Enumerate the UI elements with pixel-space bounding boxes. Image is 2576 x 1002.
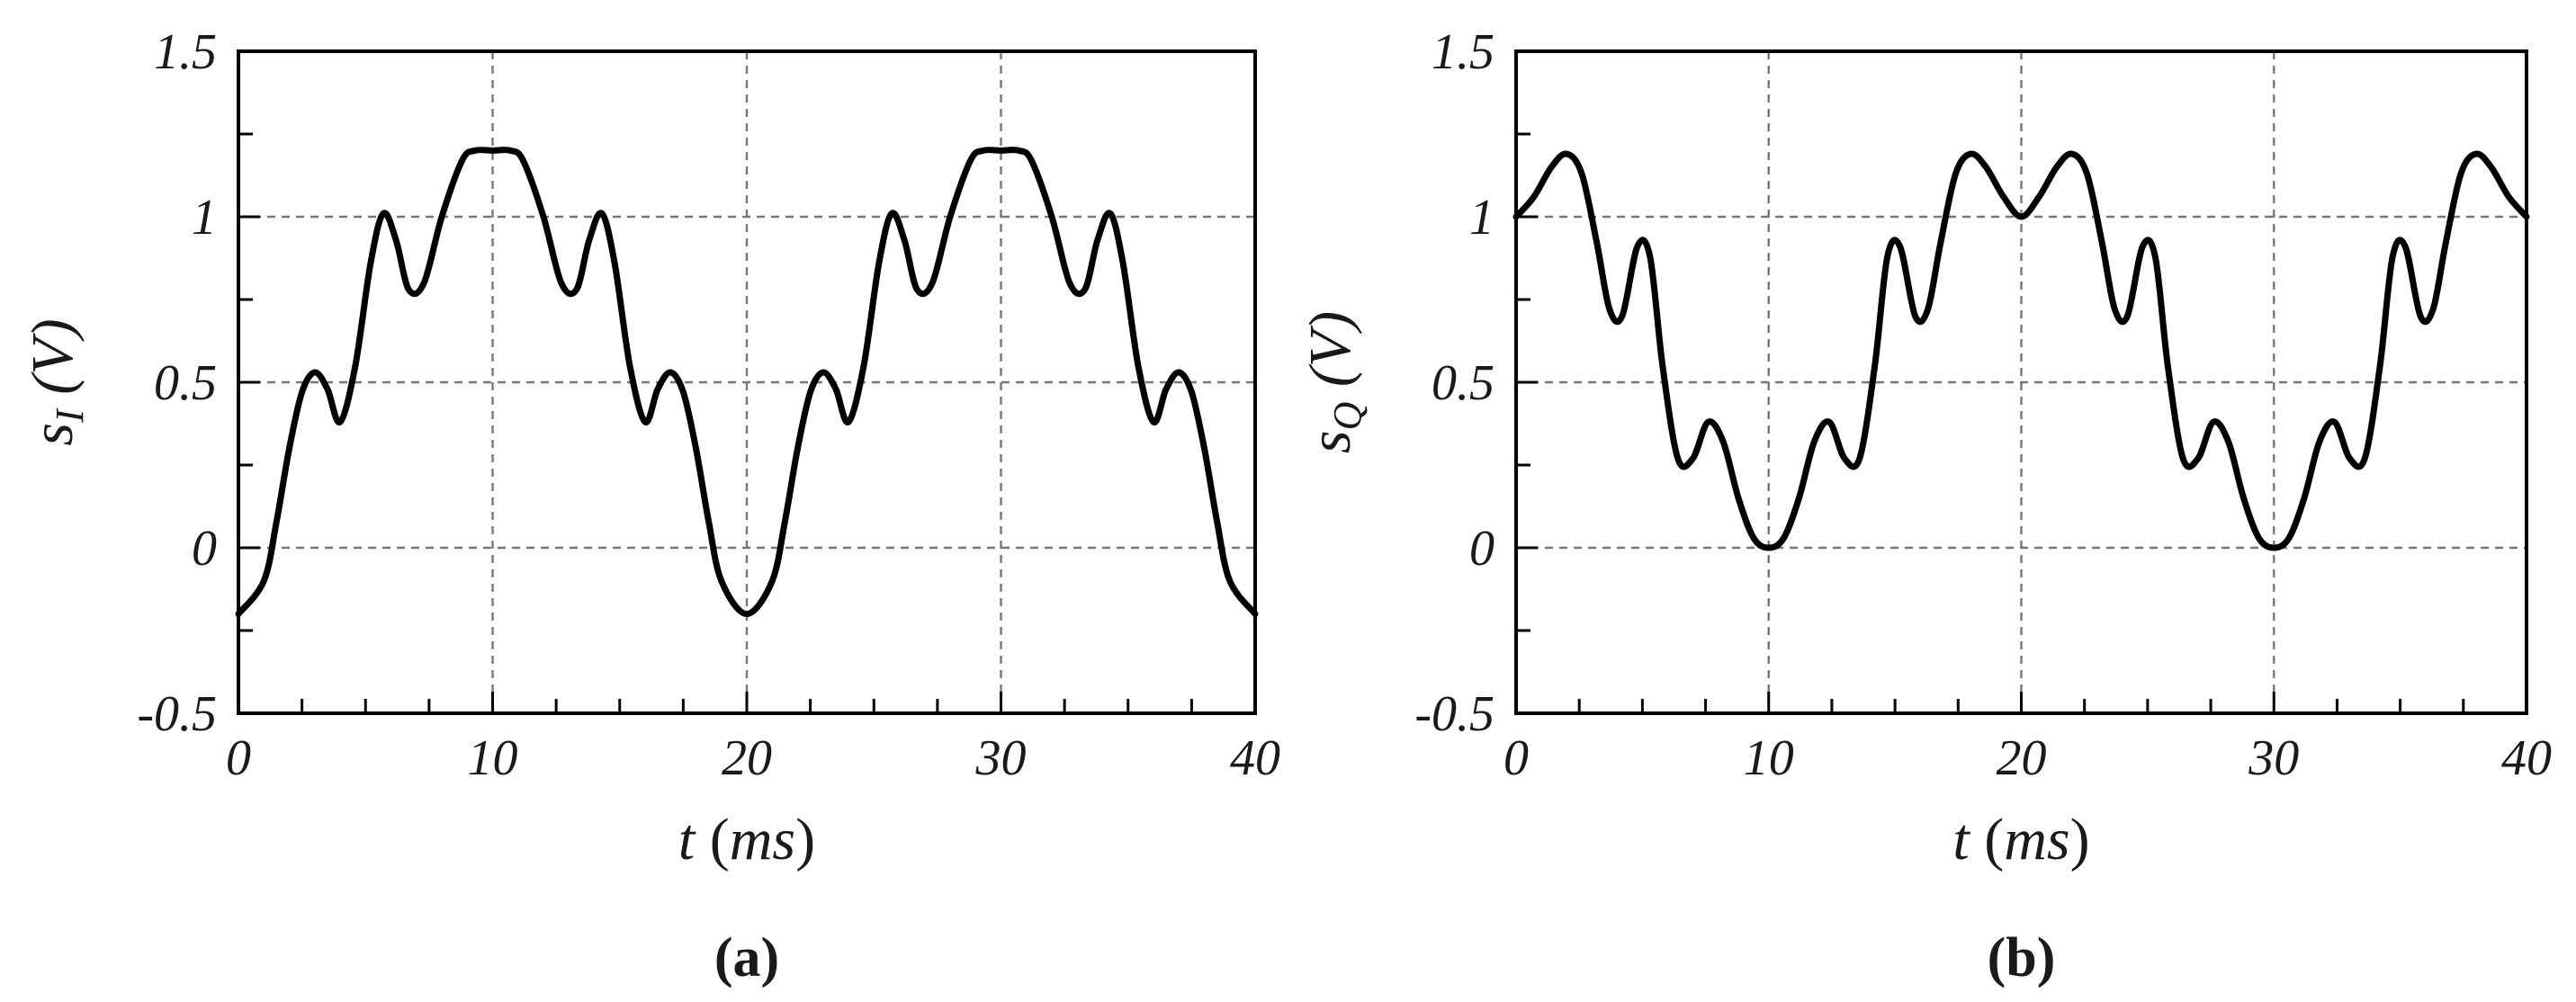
x-tick-label: 10 xyxy=(468,730,518,786)
x-tick-label: 20 xyxy=(722,730,772,786)
y-tick-label: 1 xyxy=(1469,190,1494,246)
chart-panel-b: 0 10 20 30 40-0.500.511.5t (ms)sQ (V)(b) xyxy=(1297,24,2552,989)
y-tick-label: 1 xyxy=(192,190,217,246)
x-tick-label: 20 xyxy=(1997,730,2047,786)
plot-frame xyxy=(1514,49,2528,715)
series-line xyxy=(1512,150,2530,551)
y-tick-label: 0 xyxy=(192,521,217,577)
x-axis-label: t (ms) xyxy=(1952,807,2089,872)
x-axis-label: t (ms) xyxy=(678,807,815,872)
plot-frame xyxy=(237,49,1257,715)
x-tick-label: 30 xyxy=(975,730,1027,786)
y-tick-label: -0.5 xyxy=(1414,686,1494,742)
y-tick-label: 0 xyxy=(1469,521,1494,577)
x-tick-label: 40 xyxy=(2501,730,2552,786)
panel-label: (b) xyxy=(1988,927,2056,989)
y-tick-label: 1.5 xyxy=(1432,24,1494,80)
x-tick-label: 10 xyxy=(1744,730,1794,786)
y-tick-label: 1.5 xyxy=(154,24,217,80)
x-tick-label: 30 xyxy=(2248,730,2299,786)
chart-panel-a: 0 10 20 30 40-0.500.511.5t (ms)sI (V)(a) xyxy=(20,24,1280,989)
y-axis-label: sI (V) xyxy=(20,318,92,445)
y-tick-label: 0.5 xyxy=(1432,355,1494,411)
x-tick-label: 0 xyxy=(1503,730,1529,786)
series-line xyxy=(235,147,1259,618)
y-tick-label: 0.5 xyxy=(154,355,217,411)
panel-label: (a) xyxy=(714,927,779,989)
x-tick-label: 0 xyxy=(226,730,251,786)
x-tick-label: 40 xyxy=(1230,730,1280,786)
y-tick-label: -0.5 xyxy=(137,686,217,742)
y-axis-label: sQ (V) xyxy=(1297,311,1369,453)
